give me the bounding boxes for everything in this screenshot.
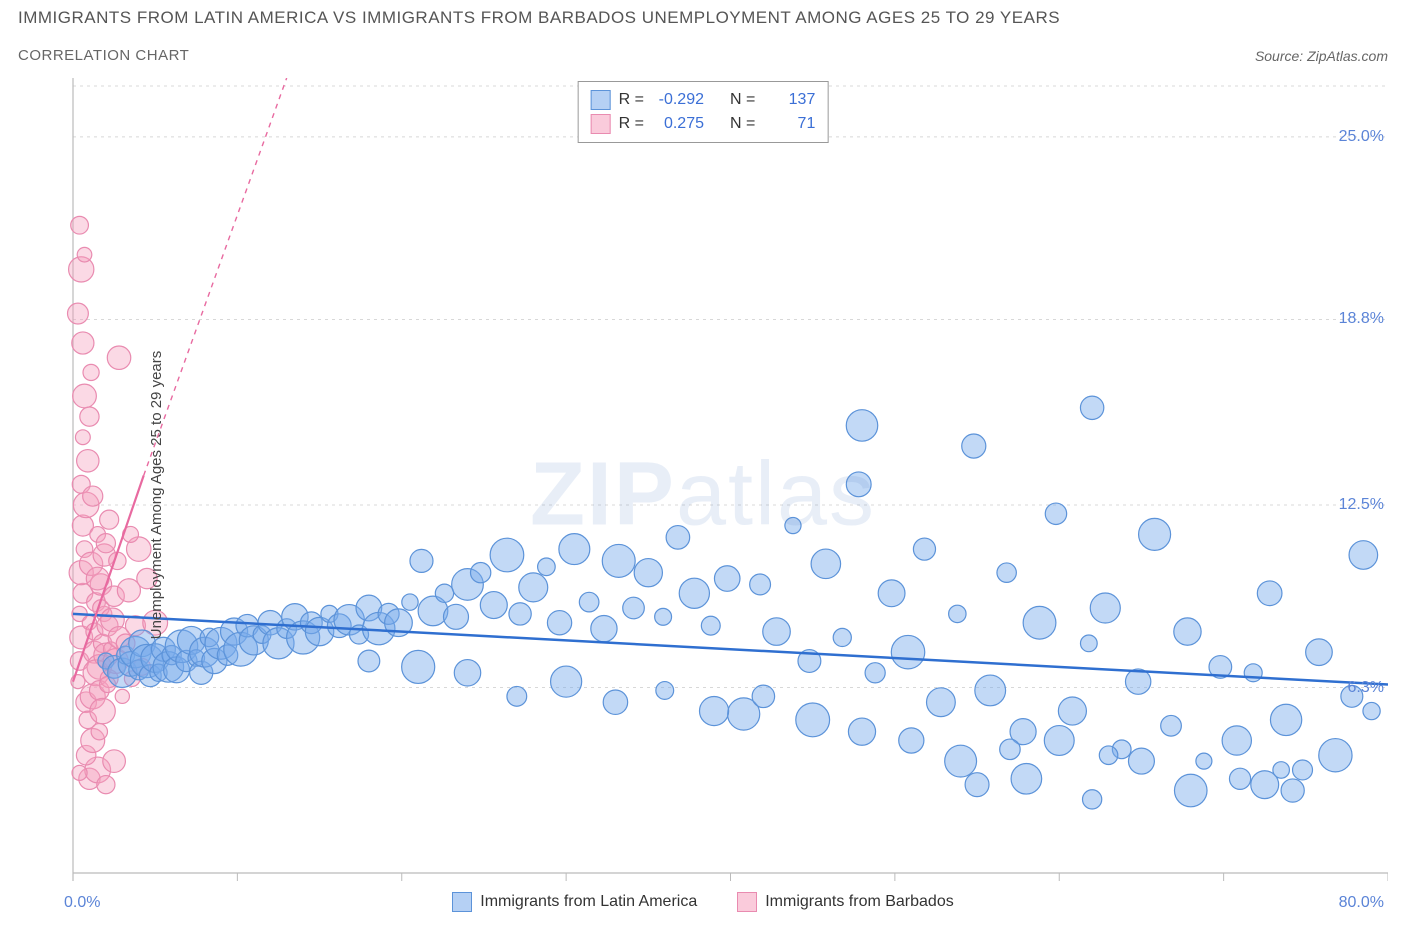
y-axis-tick-label: 12.5% xyxy=(1339,496,1384,514)
series-b-name: Immigrants from Barbados xyxy=(765,893,954,911)
swatch-series-a xyxy=(591,90,611,110)
legend-n-a: 137 xyxy=(763,88,815,112)
chart-title: IMMIGRANTS FROM LATIN AMERICA VS IMMIGRA… xyxy=(18,8,1388,28)
legend-row-a: R = -0.292 N = 137 xyxy=(591,88,816,112)
legend-r-b: 0.275 xyxy=(652,112,704,136)
swatch-series-b xyxy=(591,114,611,134)
legend-r-a: -0.292 xyxy=(652,88,704,112)
y-axis-label: Unemployment Among Ages 25 to 29 years xyxy=(148,351,165,640)
series-a-name: Immigrants from Latin America xyxy=(480,893,697,911)
legend-row-b: R = 0.275 N = 71 xyxy=(591,112,816,136)
legend-r-label: R = xyxy=(619,88,644,112)
scatter-plot xyxy=(18,78,1388,912)
swatch-series-b xyxy=(737,892,757,912)
correlation-legend: R = -0.292 N = 137 R = 0.275 N = 71 xyxy=(578,81,829,143)
legend-r-label: R = xyxy=(619,112,644,136)
chart-subtitle: CORRELATION CHART xyxy=(18,47,189,64)
legend-n-label: N = xyxy=(730,112,755,136)
source-attribution: Source: ZipAtlas.com xyxy=(1255,48,1388,64)
legend-item-b: Immigrants from Barbados xyxy=(737,892,954,912)
series-legend: Immigrants from Latin America Immigrants… xyxy=(18,892,1388,912)
y-axis-tick-label: 6.3% xyxy=(1348,679,1384,697)
y-axis-tick-label: 18.8% xyxy=(1339,310,1384,328)
legend-n-label: N = xyxy=(730,88,755,112)
chart-area: Unemployment Among Ages 25 to 29 years Z… xyxy=(18,78,1388,912)
swatch-series-a xyxy=(452,892,472,912)
legend-item-a: Immigrants from Latin America xyxy=(452,892,697,912)
legend-n-b: 71 xyxy=(763,112,815,136)
y-axis-tick-label: 25.0% xyxy=(1339,128,1384,146)
